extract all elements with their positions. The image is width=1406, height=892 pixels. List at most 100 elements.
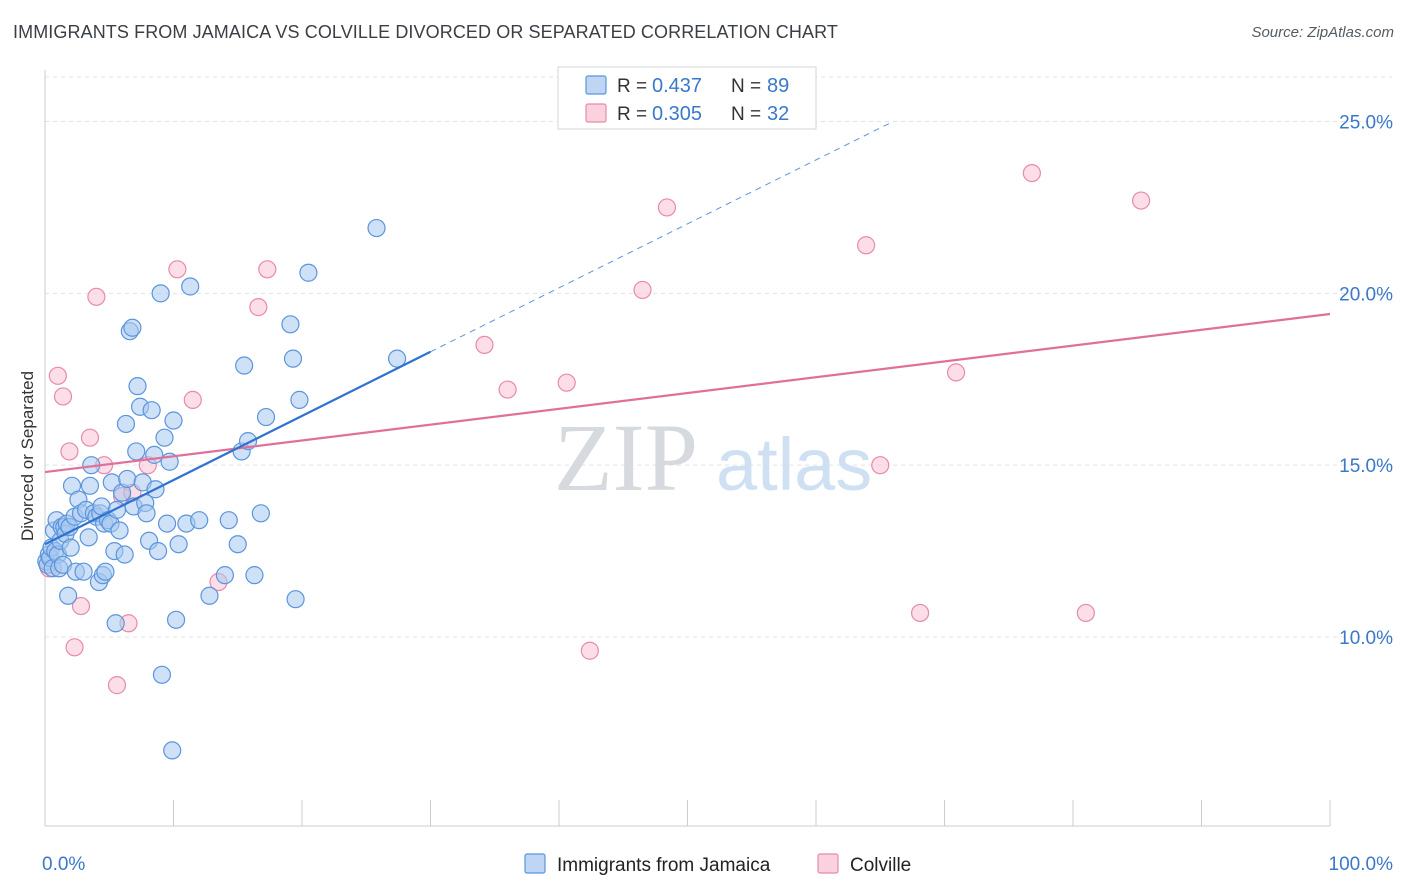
jamaica-trend-line bbox=[44, 350, 431, 546]
jamaica-point bbox=[59, 586, 78, 605]
colville-point bbox=[258, 260, 277, 279]
jamaica-point bbox=[106, 614, 125, 633]
stats-r-label-jamaica: R = bbox=[617, 76, 647, 97]
colville-point bbox=[48, 366, 67, 385]
jamaica-point bbox=[281, 315, 300, 334]
stats-swatch-jamaica bbox=[585, 75, 607, 95]
colville-point bbox=[65, 638, 84, 657]
tick-labels: 10.0% 15.0% 20.0% 25.0% 0.0% 100.0% bbox=[42, 113, 1393, 875]
jamaica-point bbox=[228, 535, 247, 554]
jamaica-point bbox=[290, 390, 309, 409]
jamaica-point bbox=[61, 538, 80, 557]
axes bbox=[44, 70, 1331, 827]
colville-point bbox=[53, 387, 73, 406]
stats-r-value-colville: 0.305 bbox=[652, 103, 702, 125]
jamaica-point bbox=[107, 500, 127, 519]
jamaica-point bbox=[118, 469, 137, 489]
jamaica-point bbox=[155, 428, 174, 447]
colville-point bbox=[946, 363, 966, 382]
colville-point bbox=[249, 298, 268, 317]
jamaica-point bbox=[299, 263, 318, 282]
legend-label-colville: Colville bbox=[850, 855, 911, 876]
jamaica-point bbox=[245, 566, 264, 585]
jamaica-point bbox=[169, 535, 188, 554]
legend-swatch-colville bbox=[817, 853, 839, 874]
jamaica-point bbox=[286, 590, 305, 609]
colville-point bbox=[87, 287, 106, 306]
stats-n-value-colville: 32 bbox=[767, 103, 789, 125]
legend-label-jamaica: Immigrants from Jamaica bbox=[557, 855, 771, 876]
stats-legend: R = 0.437 N = 89 R = 0.305 N = 32 bbox=[557, 66, 817, 130]
stats-n-label-jamaica: N = bbox=[731, 76, 761, 97]
jamaica-point bbox=[219, 511, 238, 530]
jamaica-point bbox=[283, 349, 303, 368]
colville-trend-line bbox=[44, 312, 1331, 474]
x-tick-label-max: 100.0% bbox=[1329, 854, 1394, 875]
jamaica-point bbox=[387, 349, 407, 368]
jamaica-point bbox=[181, 277, 200, 296]
colville-point bbox=[80, 428, 100, 447]
jamaica-point bbox=[157, 514, 177, 533]
y-tick-label: 25.0% bbox=[1339, 113, 1393, 134]
jamaica-point bbox=[164, 411, 183, 430]
jamaica-point bbox=[152, 665, 172, 684]
jamaica-point bbox=[127, 442, 146, 461]
y-tick-label: 15.0% bbox=[1339, 456, 1393, 477]
watermark: ZIP atlas bbox=[554, 404, 872, 511]
colville-point bbox=[557, 373, 576, 392]
watermark-zip: ZIP bbox=[554, 404, 698, 511]
jamaica-point bbox=[110, 521, 129, 540]
jamaica-point bbox=[137, 504, 156, 523]
legend-swatch-jamaica bbox=[524, 853, 546, 874]
colville-point bbox=[657, 198, 677, 217]
jamaica-point bbox=[96, 562, 115, 581]
jamaica-point bbox=[151, 284, 170, 303]
colville-point bbox=[871, 456, 890, 475]
series-legend: Immigrants from Jamaica Colville bbox=[524, 853, 911, 876]
jamaica-point bbox=[166, 610, 186, 629]
colville-point bbox=[857, 236, 876, 255]
y-axis-title: Divorced or Separated bbox=[18, 371, 37, 541]
jamaica-point bbox=[190, 511, 209, 530]
colville-point bbox=[580, 641, 599, 660]
colville-point bbox=[168, 260, 187, 279]
jamaica-point bbox=[367, 218, 386, 238]
colville-point bbox=[183, 390, 202, 409]
jamaica-point bbox=[116, 414, 136, 434]
stats-n-value-jamaica: 89 bbox=[767, 75, 789, 97]
colville-point bbox=[475, 335, 494, 355]
stats-n-label-colville: N = bbox=[731, 104, 761, 125]
jamaica-point bbox=[80, 476, 100, 495]
source-credit: Source: ZipAtlas.com bbox=[1251, 24, 1394, 41]
x-tick-label-min: 0.0% bbox=[42, 854, 85, 875]
colville-point bbox=[107, 676, 127, 695]
colville-point bbox=[1076, 603, 1095, 623]
stats-swatch-colville bbox=[585, 103, 607, 123]
y-tick-label: 10.0% bbox=[1339, 628, 1393, 649]
stats-r-label-colville: R = bbox=[617, 104, 647, 125]
jamaica-trend-extension bbox=[430, 121, 894, 353]
colville-point bbox=[498, 380, 517, 399]
jamaica-point bbox=[215, 566, 234, 585]
jamaica-point bbox=[145, 445, 164, 464]
colville-point bbox=[633, 280, 652, 300]
jamaica-point bbox=[74, 562, 93, 581]
watermark-atlas: atlas bbox=[716, 423, 872, 506]
jamaica-point bbox=[148, 541, 168, 561]
jamaica-point bbox=[163, 741, 182, 760]
colville-point bbox=[60, 442, 79, 461]
colville-point bbox=[1022, 163, 1041, 183]
colville-point bbox=[910, 603, 930, 623]
jamaica-point bbox=[256, 407, 276, 427]
colville-point bbox=[1132, 191, 1151, 210]
jamaica-point bbox=[235, 356, 254, 375]
trend-lines bbox=[44, 121, 1331, 546]
jamaica-point bbox=[123, 318, 142, 337]
jamaica-point bbox=[200, 586, 219, 605]
y-tick-label: 20.0% bbox=[1339, 284, 1393, 305]
jamaica-point bbox=[128, 377, 147, 396]
jamaica-point bbox=[142, 401, 161, 420]
jamaica-point bbox=[251, 504, 270, 523]
jamaica-point bbox=[79, 528, 98, 547]
